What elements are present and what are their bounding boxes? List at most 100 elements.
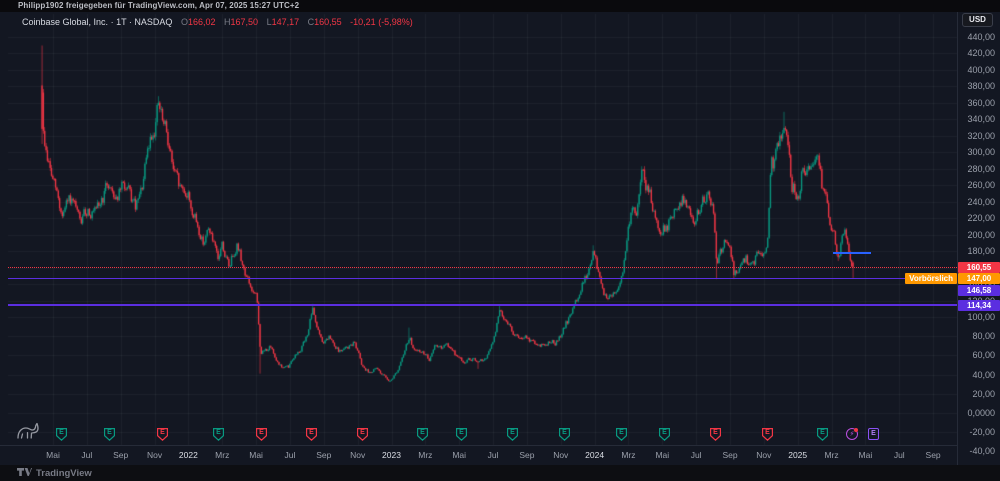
time-tick-year: 2023 [382,450,401,460]
currency-button[interactable]: USD [962,13,993,27]
earnings-miss-icon[interactable]: E [710,428,721,441]
attribution-bar: Philipp1902 freigegeben für TradingView.… [0,0,1000,12]
time-tick-month: Nov [146,450,163,460]
time-tick-month: Nov [553,450,569,460]
price-tick: 260,00 [967,180,995,191]
tradingview-logo[interactable]: TradingView [17,468,92,479]
price-tick: 140,00 [967,279,995,289]
change-value: -10,21 (-5,98%) [350,17,413,27]
price-tick: 40,00 [972,369,995,380]
price-tick: 180,00 [967,246,995,257]
symbol-meta: · 1T · NASDAQ [110,17,173,27]
earnings-beat-icon[interactable]: E [56,428,67,441]
chart-widget: Coinbase Global, Inc. · 1T · NASDAQ O166… [0,12,1000,465]
price-axis[interactable]: USD 440,00 420,00 400,00 380,00 360,00 340,00… [957,12,1000,465]
time-tick-month: Jul [690,450,702,460]
bull-doodle-icon [17,422,39,439]
low-label: L [266,17,272,27]
price-tick: 440,00 [967,31,995,42]
earnings-beat-icon[interactable]: E [104,428,115,441]
trend-segment[interactable] [833,251,871,254]
price-tick: 80,00 [972,331,995,342]
price-tick: 280,00 [967,163,995,174]
time-tick-month: Mrz [824,450,839,460]
symbol-title[interactable]: Coinbase Global, Inc. [22,17,109,27]
earnings-beat-icon[interactable]: E [213,428,224,441]
price-tick: 380,00 [967,81,995,92]
price-tick: 0,0000 [967,408,995,418]
premarket-label: Vorbörslich [905,273,957,285]
time-tick-month: Mai [858,450,873,460]
time-tick-month: Jul [893,450,905,460]
price-tick: 420,00 [967,48,995,59]
time-tick-month: Mai [46,450,60,460]
earnings-beat-icon[interactable]: E [559,428,570,441]
time-tick-month: Mrz [418,450,433,460]
time-tick-month: Mrz [215,450,230,460]
earnings-beat-icon[interactable]: E [616,428,627,441]
support-line[interactable] [8,304,957,307]
symbol-legend: Coinbase Global, Inc. · 1T · NASDAQ O166… [22,17,413,27]
time-tick-month: Sep [519,450,535,460]
price-tick: 300,00 [967,147,995,158]
time-tick-year: 2025 [788,450,808,460]
open-value: 166,02 [187,17,216,27]
earnings-beat-icon[interactable]: E [456,428,467,441]
drawing-badge: 146,58 [958,284,1000,296]
price-tick: 360,00 [967,97,995,108]
time-tick-month: Sep [925,450,941,460]
earnings-beat-icon[interactable]: E [507,428,518,441]
page-footer: TradingView [0,465,1000,481]
earnings-upcoming-icon[interactable]: E [868,428,879,440]
time-tick-month: Jul [487,450,499,460]
price-tick: 240,00 [967,196,995,207]
price-tick: 400,00 [967,64,995,75]
badge-price: 147,00 [958,273,1000,285]
price-tick: 100,00 [967,312,995,322]
price-tick: 20,00 [972,388,995,399]
price-tick: 200,00 [967,229,995,240]
close-label: C [307,17,315,27]
badge-price: 114,34 [958,299,1000,311]
earnings-miss-icon[interactable]: E [256,428,267,441]
candlestick-canvas[interactable] [0,12,1000,465]
tradingview-logo-text: TradingView [36,468,92,479]
premarket-badge: Vorbörslich 147,00 [905,273,1000,285]
time-tick-month: Jul [284,450,296,460]
support-line[interactable] [8,278,957,280]
price-tick: 60,00 [972,350,995,361]
time-tick-month: Mai [249,450,263,460]
time-tick-year: 2024 [585,450,605,460]
earnings-beat-icon[interactable]: E [417,428,428,441]
high-label: H [224,17,231,27]
open-label: O [180,17,188,27]
earnings-beat-icon[interactable]: E [659,428,670,441]
tradingview-logo-icon [17,468,32,476]
earnings-miss-icon[interactable]: E [762,428,773,441]
earnings-beat-icon[interactable]: E [817,428,828,441]
price-tick: 320,00 [967,130,995,141]
badge-price: 160,55 [958,261,1000,273]
earnings-miss-icon[interactable]: E [357,428,368,441]
time-axis[interactable]: Mai Jul Sep Nov 2022 Mrz Mai Jul Sep Nov 2023 Mrz Ma… [0,445,1000,465]
time-tick-month: Mai [452,450,467,460]
time-tick-month: Jul [81,450,93,460]
price-tick: -20,00 [969,427,995,438]
price-tick: 340,00 [967,114,995,125]
time-tick-year: 2022 [178,450,198,460]
earnings-miss-icon[interactable]: E [157,428,168,441]
last-price-line[interactable] [8,267,957,269]
price-tick: 220,00 [967,213,995,224]
time-tick-month: Sep [113,450,129,460]
earnings-miss-icon[interactable]: E [306,428,317,441]
time-tick-month: Sep [722,450,738,460]
low-value: 147,17 [271,17,300,27]
time-tick-month: Mrz [621,450,636,460]
time-tick-month: Nov [350,450,366,460]
event-flash-icon[interactable]: ⚡ [846,428,858,440]
high-value: 167,50 [230,17,259,27]
time-tick-month: Nov [756,450,772,460]
time-tick-month: Mai [655,450,670,460]
badge-price: 146,58 [958,284,1000,296]
price-tick: -40,00 [969,446,995,457]
